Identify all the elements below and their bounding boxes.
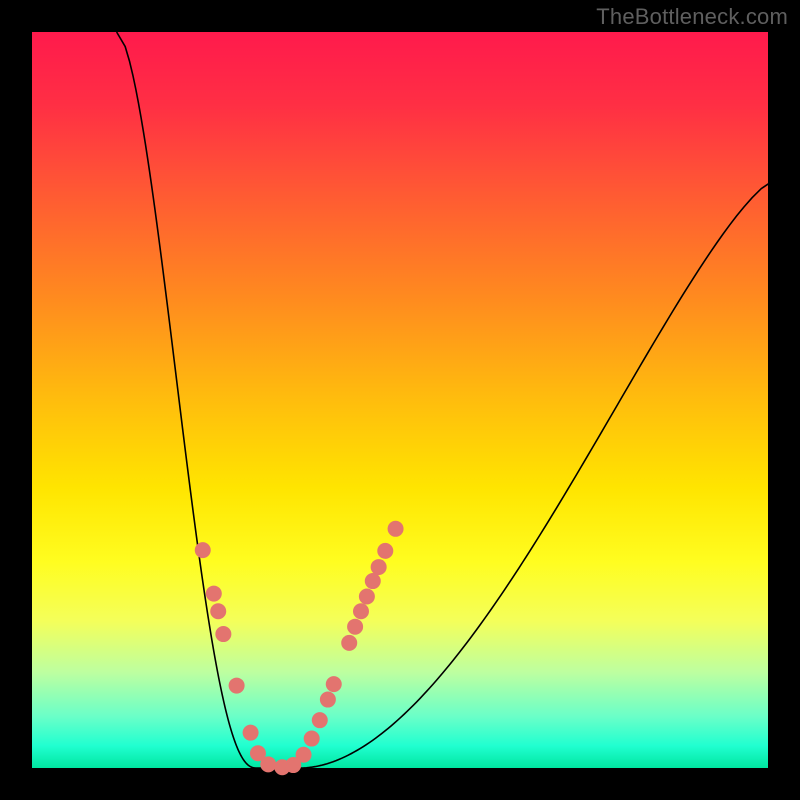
plot-background xyxy=(32,32,768,768)
curve-marker xyxy=(347,619,363,635)
curve-marker xyxy=(353,603,369,619)
curve-marker xyxy=(312,712,328,728)
curve-marker xyxy=(304,731,320,747)
curve-marker xyxy=(326,676,342,692)
curve-marker xyxy=(371,559,387,575)
watermark-text: TheBottleneck.com xyxy=(596,4,788,30)
curve-marker xyxy=(388,521,404,537)
curve-marker xyxy=(215,626,231,642)
curve-marker xyxy=(206,586,222,602)
curve-marker xyxy=(359,589,375,605)
curve-marker xyxy=(260,756,276,772)
curve-marker xyxy=(320,692,336,708)
curve-marker xyxy=(365,573,381,589)
curve-marker xyxy=(195,542,211,558)
curve-marker xyxy=(341,635,357,651)
curve-marker xyxy=(210,603,226,619)
chart-frame: TheBottleneck.com xyxy=(0,0,800,800)
curve-marker xyxy=(377,543,393,559)
curve-marker xyxy=(229,678,245,694)
curve-marker xyxy=(296,747,312,763)
bottleneck-chart xyxy=(0,0,800,800)
curve-marker xyxy=(243,725,259,741)
